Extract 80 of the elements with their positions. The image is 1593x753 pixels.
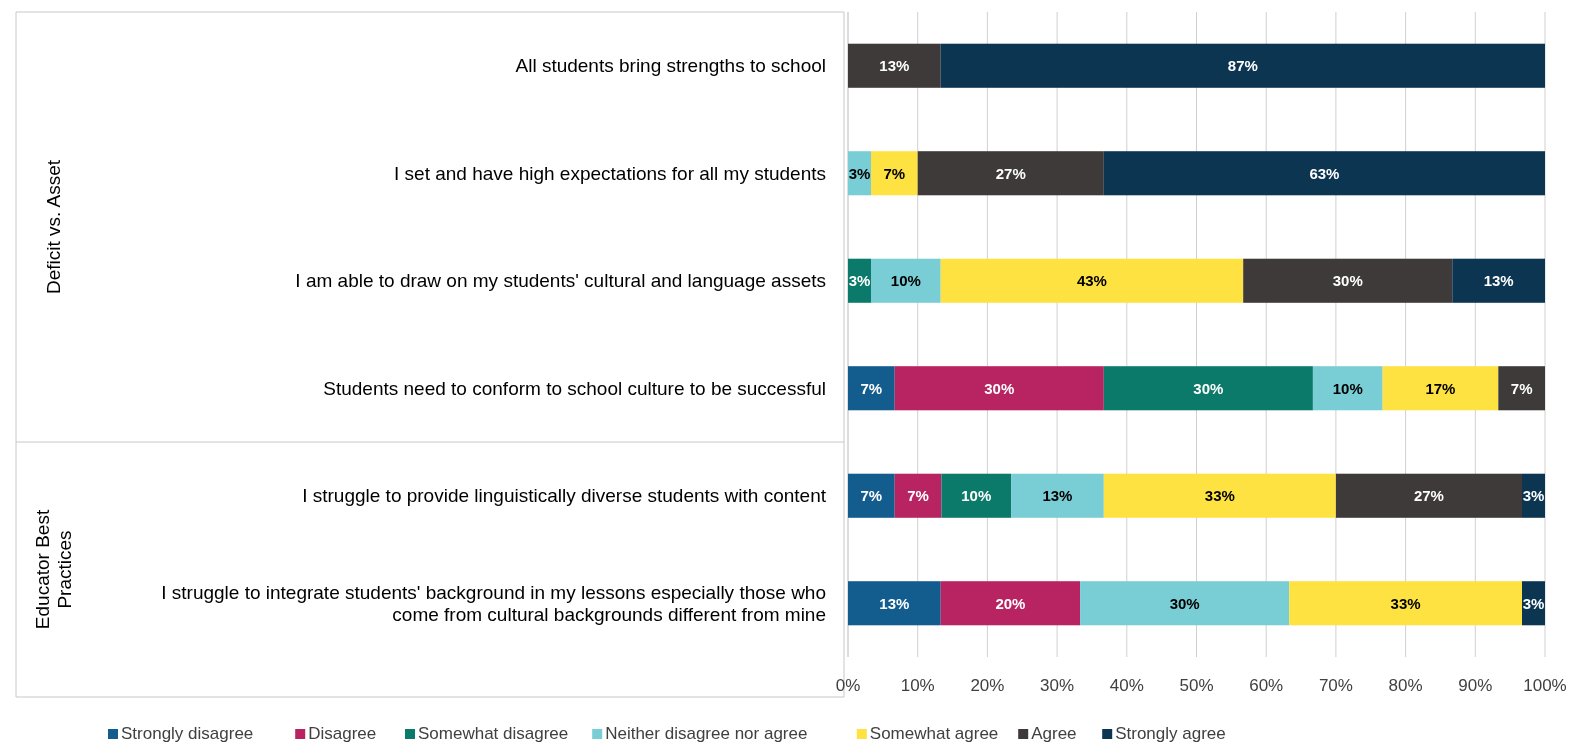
legend-label: Disagree xyxy=(308,724,377,743)
data-label: 10% xyxy=(1332,379,1363,397)
data-label: 13% xyxy=(1042,487,1073,504)
bar xyxy=(1312,366,1383,411)
bar xyxy=(1498,366,1545,411)
x-tick-label: 90% xyxy=(1458,676,1493,695)
bar xyxy=(1243,258,1453,303)
bar xyxy=(848,43,941,88)
bar xyxy=(941,473,1012,518)
data-label: 17% xyxy=(1425,379,1456,397)
legend-label: Strongly disagree xyxy=(121,724,254,743)
bar xyxy=(1335,473,1522,518)
bar xyxy=(917,151,1104,196)
data-label: 30% xyxy=(1193,379,1224,397)
x-tick-label: 80% xyxy=(1388,676,1423,695)
data-label: 13% xyxy=(1483,272,1514,289)
x-tick-label: 100% xyxy=(1523,676,1567,695)
legend-label: Somewhat agree xyxy=(869,724,999,743)
bar xyxy=(848,581,941,626)
bar xyxy=(940,581,1081,626)
y-tick-label: I struggle to provide linguistically diverse students with content xyxy=(302,485,827,507)
data-label: 87% xyxy=(1227,57,1258,74)
data-label: 7% xyxy=(860,379,883,397)
bar xyxy=(1289,581,1522,626)
legend-label: Agree xyxy=(1031,724,1077,743)
x-tick-label: 20% xyxy=(970,676,1005,695)
data-label: 10% xyxy=(961,487,992,504)
data-label: 30% xyxy=(1332,272,1363,289)
x-tick-label: 30% xyxy=(1040,676,1075,695)
y-tick-label: All students bring strengths to school xyxy=(515,55,826,77)
text: Educator Best Practices xyxy=(31,509,76,630)
data-label: 7% xyxy=(907,487,929,504)
data-label: 7% xyxy=(1510,379,1533,397)
y-tick-label: I struggle to integrate students' background in my lessons especially those who come from cultural backgrounds different from mine xyxy=(161,581,826,625)
legend-label: Strongly agree xyxy=(1115,724,1226,743)
data-label: 30% xyxy=(1169,594,1200,612)
data-label: 20% xyxy=(995,594,1026,612)
data-label: 13% xyxy=(879,594,910,612)
bar xyxy=(1011,473,1104,518)
data-label: 27% xyxy=(995,164,1026,182)
data-label: 63% xyxy=(1309,164,1340,182)
y-tick-label: I am able to draw on my students' cultural and language assets xyxy=(295,270,826,292)
data-label: 27% xyxy=(1413,487,1444,504)
data-label: 7% xyxy=(860,487,883,504)
bar xyxy=(1103,151,1545,196)
bar xyxy=(1452,258,1545,303)
bar xyxy=(871,151,918,196)
text: Deficit vs. Asset xyxy=(43,159,64,295)
data-label: 13% xyxy=(879,57,910,74)
x-tick-label: 0% xyxy=(835,676,861,695)
data-label: 33% xyxy=(1390,594,1421,612)
y-tick-label: I set and have high expectations for all my students xyxy=(394,162,826,184)
x-tick-label: 70% xyxy=(1318,676,1353,695)
x-tick-label: 40% xyxy=(1109,676,1144,695)
bar xyxy=(1103,473,1336,518)
bar xyxy=(1382,366,1499,411)
bar xyxy=(894,473,942,518)
bar xyxy=(940,258,1244,303)
bar xyxy=(871,258,941,303)
x-tick-label: 10% xyxy=(900,676,935,695)
y-tick-label: Students need to conform to school culture to be successful xyxy=(323,377,826,399)
bar xyxy=(1080,581,1290,626)
data-label: 3% xyxy=(848,164,871,182)
data-label: 7% xyxy=(883,164,906,182)
bar xyxy=(1103,366,1313,411)
bar xyxy=(940,43,1545,88)
legend-label: Neither disagree nor agree xyxy=(605,724,808,743)
bar xyxy=(848,366,895,411)
data-label: 3% xyxy=(1522,594,1545,612)
legend-label: Somewhat disagree xyxy=(418,724,569,743)
bar xyxy=(894,366,1104,411)
data-label: 30% xyxy=(984,379,1015,397)
data-label: 3% xyxy=(1522,487,1545,504)
data-label: 10% xyxy=(890,272,921,289)
data-label: 43% xyxy=(1076,272,1107,289)
bar xyxy=(848,473,895,518)
x-tick-label: 60% xyxy=(1249,676,1284,695)
data-label: 33% xyxy=(1204,487,1235,504)
data-label: 3% xyxy=(848,272,871,289)
x-tick-label: 50% xyxy=(1179,676,1214,695)
